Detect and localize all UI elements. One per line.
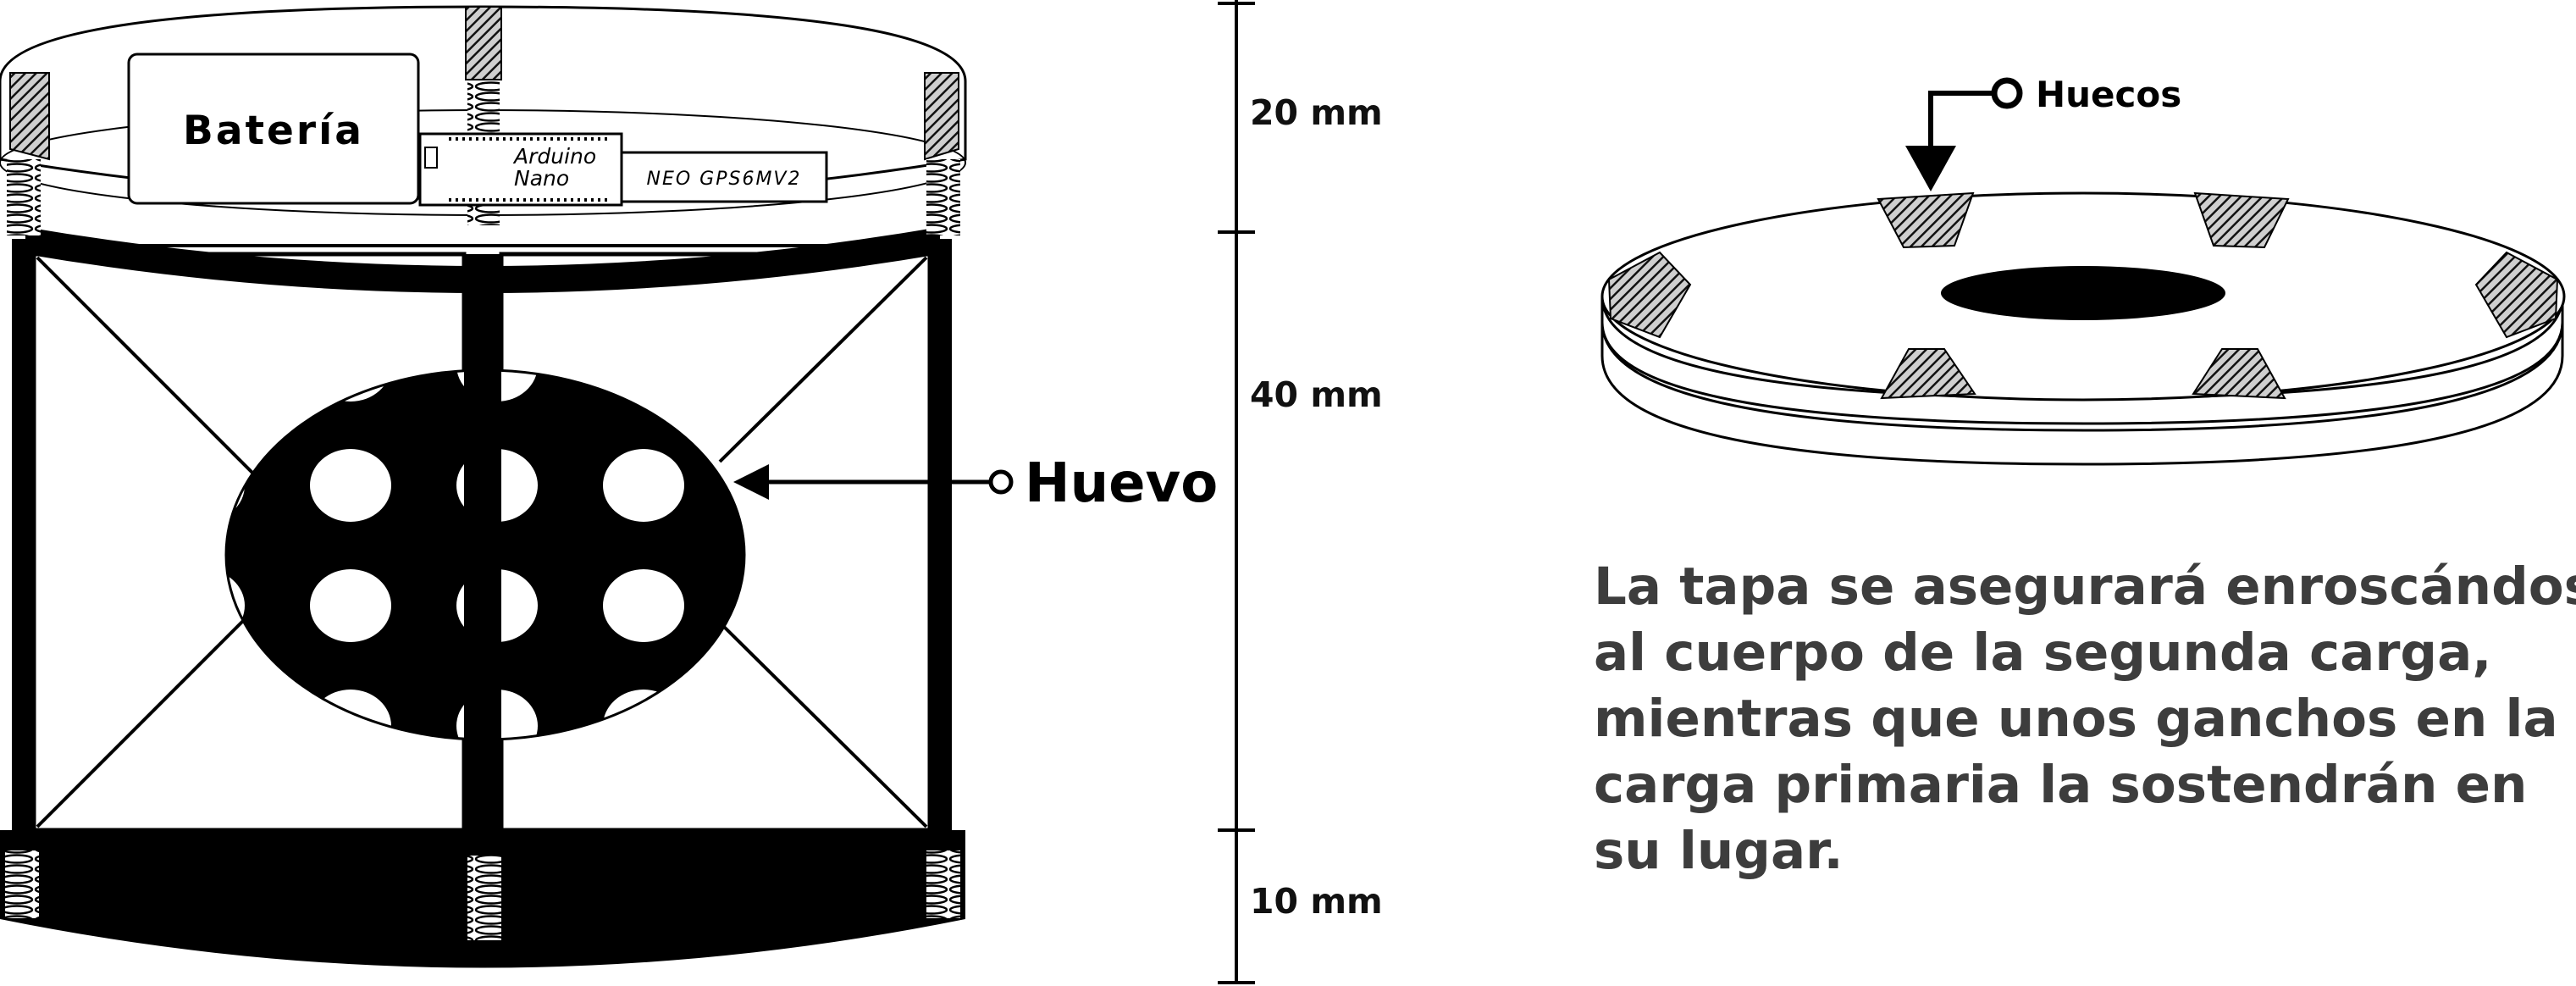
arduino-nano-board: Arduino Nano (418, 132, 623, 207)
left-post (12, 239, 34, 842)
egg-label: Huevo (1025, 452, 1218, 515)
spring-bottom-center (467, 856, 501, 940)
lid-hatch-right (924, 72, 959, 161)
caption-line: carga primaria la sostendrán en (1594, 755, 2528, 815)
hole-notch-5 (1880, 348, 1976, 400)
holes-callout: Huecos (1905, 74, 2181, 191)
lid-perspective (1600, 191, 2566, 466)
lid-center-hole (1941, 266, 2225, 320)
caption-line: al cuerpo de la segunda carga, (1594, 623, 2492, 683)
right-post (930, 239, 952, 842)
lid-band (25, 227, 940, 293)
dimension-40mm: 40 mm (1250, 374, 1383, 415)
lid-hatch-center (465, 6, 502, 80)
spring-top-right (926, 159, 960, 235)
dimension-20mm: 20 mm (1250, 92, 1383, 133)
suspension-lines (36, 256, 928, 828)
spring-bottom-left (5, 850, 39, 918)
bottom-band (0, 830, 965, 856)
caption: La tapa se asegurará enroscándose al cue… (1594, 554, 2576, 884)
battery (127, 53, 420, 205)
spring-top-left (7, 159, 41, 235)
battery-label: Batería (183, 108, 364, 154)
caption-line: La tapa se asegurará enroscándose (1594, 557, 2576, 617)
hole-notch-4 (2474, 251, 2559, 339)
gps-module (620, 151, 828, 203)
hole-notch-1 (1877, 191, 1975, 249)
lid-hatch-left (9, 72, 50, 161)
holes-label: Huecos (2036, 74, 2181, 115)
hole-notch-2 (2193, 191, 2290, 249)
dimension-10mm: 10 mm (1250, 881, 1383, 922)
dimension-line (1218, 0, 1255, 984)
board-label-line2: Nano (514, 166, 569, 191)
hole-notch-3 (1607, 251, 1692, 339)
payload-cross-section: Batería Arduino Nano NEO GPS6MV2 (0, 5, 967, 968)
hole-notch-6 (2192, 348, 2286, 400)
spring-bottom-right (926, 850, 960, 918)
egg-callout: Huevo (733, 452, 1218, 515)
egg (224, 364, 746, 745)
caption-line: su lugar. (1594, 821, 1844, 881)
gps-label: NEO GPS6MV2 (647, 169, 802, 190)
board-label-line1: Arduino (512, 144, 596, 169)
caption-line: mientras que unos ganchos en la (1594, 689, 2558, 749)
